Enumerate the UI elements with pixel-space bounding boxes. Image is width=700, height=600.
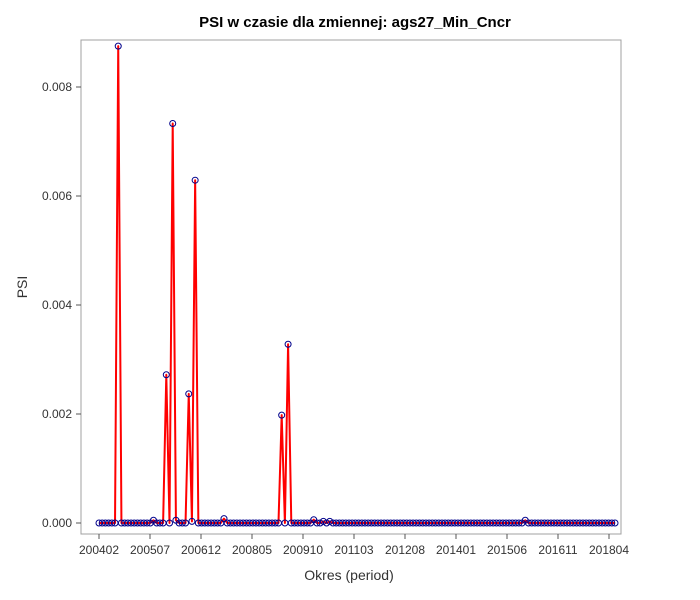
data-point: [278, 411, 286, 419]
x-tick-label: 200507: [130, 543, 170, 557]
x-tick-label: 201611: [538, 543, 577, 557]
x-tick-label: 201506: [487, 543, 527, 557]
y-tick-label: 0.000: [42, 516, 72, 530]
y-axis-label: PSI: [14, 276, 30, 299]
data-point: [166, 519, 174, 527]
data-point: [188, 517, 196, 525]
data-point: [214, 519, 222, 527]
data-point: [313, 519, 321, 527]
x-tick-label: 200612: [181, 543, 221, 557]
x-axis-label: Okres (period): [304, 567, 393, 583]
x-tick-label: 200910: [283, 543, 323, 557]
data-point: [143, 519, 151, 527]
data-point: [515, 519, 523, 527]
x-tick-label: 200402: [79, 543, 119, 557]
data-point: [162, 371, 170, 379]
x-tick-label: 201401: [436, 543, 476, 557]
data-point: [169, 120, 177, 128]
x-tick-label: 201208: [385, 543, 425, 557]
x-tick-label: 200805: [232, 543, 272, 557]
x-axis: 200402 200507 200612 200805 200910 201103 2012…: [79, 534, 629, 557]
data-point: [611, 519, 619, 527]
data-point: [284, 340, 292, 348]
y-axis: 0.000 0.002 0.004 0.006 0.008: [42, 80, 81, 530]
chart-title: PSI w czasie dla zmiennej: ags27_Min_Cnc…: [199, 14, 511, 31]
data-point: [608, 519, 616, 527]
data-point: [271, 519, 279, 527]
x-tick-label: 201103: [334, 543, 373, 557]
y-tick-label: 0.006: [42, 189, 72, 203]
plot-frame: [80, 39, 622, 535]
y-tick-label: 0.008: [42, 80, 72, 94]
x-tick-label: 201804: [589, 543, 629, 557]
data-point: [156, 519, 164, 527]
y-tick-label: 0.002: [42, 407, 72, 421]
data-point: [185, 390, 193, 398]
series-psi: [95, 42, 619, 527]
data-point: [178, 519, 186, 527]
data-point: [108, 519, 116, 527]
data-point: [191, 176, 199, 184]
data-point: [114, 42, 122, 50]
data-point: [182, 519, 190, 527]
data-point: [303, 519, 311, 527]
y-tick-label: 0.004: [42, 298, 72, 312]
